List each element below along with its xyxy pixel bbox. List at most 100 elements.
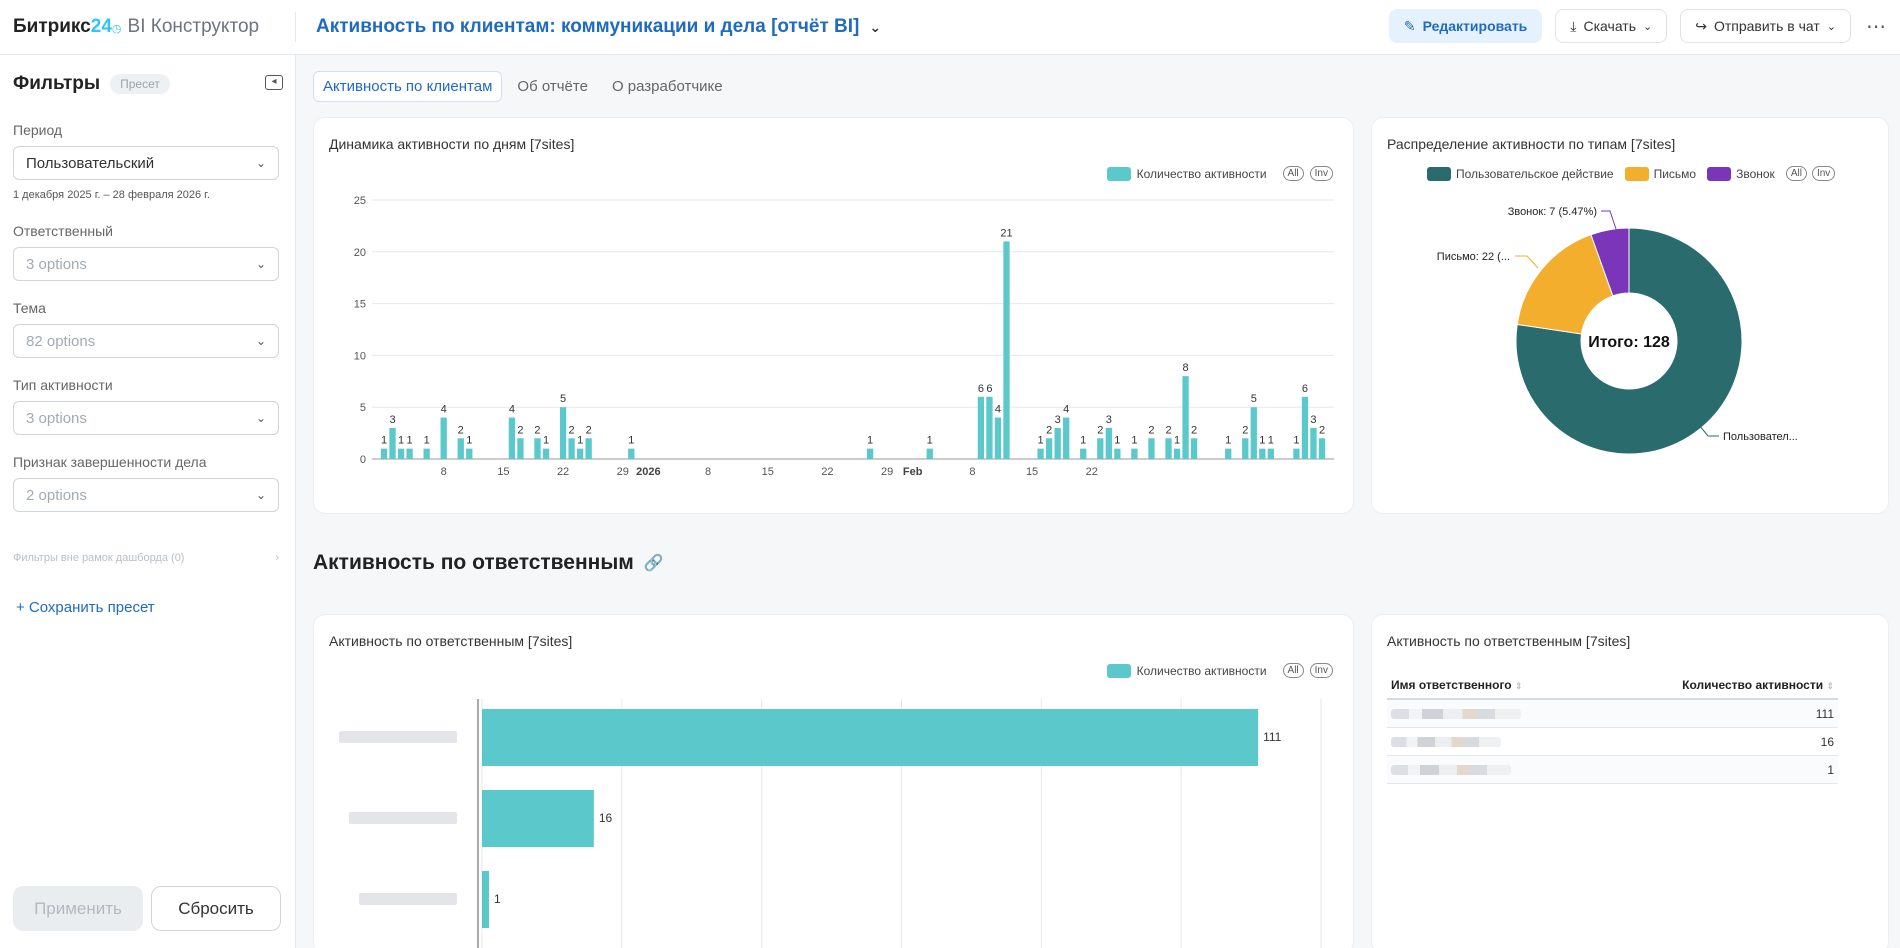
donut-center-label: Итого: 128 (1588, 334, 1670, 351)
chevron-down-icon: ⌄ (255, 156, 266, 170)
responsible-value: 3 options (26, 255, 87, 273)
activity-donut-chart: Итого: 128 Звонок: 7 (5.47%) Письмо: 22 (.… (1437, 206, 1798, 455)
tab-client-activity[interactable]: Активность по клиентам (313, 71, 503, 102)
activity-type-value: 3 options (26, 409, 87, 427)
leader-line (1698, 424, 1719, 437)
x-tick-label: 22 (821, 466, 833, 478)
leader-line (1601, 210, 1618, 233)
data-label: 1 (1293, 435, 1299, 447)
chevron-down-icon: ⌄ (1643, 20, 1653, 33)
y-tick-label: 25 (354, 195, 366, 207)
data-label: 1 (407, 435, 413, 447)
data-label: 4 (1063, 404, 1069, 416)
tab-about-developer[interactable]: О разработчике (611, 78, 723, 95)
data-label: 111 (1263, 730, 1282, 744)
data-label: 8 (1183, 362, 1189, 374)
send-to-chat-button[interactable]: ↪ Отправить в чат ⌄ (1680, 9, 1851, 43)
legend-swatch-user (1427, 166, 1451, 181)
period-select[interactable]: Пользовательский ⌄ (13, 146, 279, 180)
all-toggle[interactable]: All (1785, 166, 1807, 181)
dashboard-title[interactable]: Активность по клиентам: коммуникации и д… (316, 16, 881, 38)
filters-title: Фильтры (13, 73, 101, 94)
dashboard-title-text: Активность по клиентам: коммуникации и д… (316, 16, 860, 37)
daily-bar (559, 407, 567, 459)
chevron-down-icon: ⌄ (1826, 20, 1836, 33)
daily-bar (1131, 448, 1138, 459)
all-toggle[interactable]: All (1282, 166, 1304, 181)
x-tick-label: 15 (497, 466, 509, 478)
save-preset-link[interactable]: + Сохранить пресет (16, 599, 155, 616)
download-button[interactable]: ⤓ Скачать ⌄ (1555, 9, 1668, 43)
daily-bar (1080, 448, 1087, 459)
legend-call[interactable]: Звонок (1736, 166, 1775, 181)
table-row[interactable]: 1 (1387, 756, 1838, 784)
inv-toggle[interactable]: Inv (1309, 166, 1333, 181)
topic-label: Тема (13, 300, 46, 316)
daily-bar (1310, 427, 1317, 459)
inv-toggle[interactable]: Inv (1811, 166, 1836, 181)
donut-slice (1515, 227, 1743, 455)
table-row[interactable]: 111 (1387, 700, 1838, 728)
completion-label: Признак завершенности дела (13, 454, 207, 470)
data-label: 3 (389, 414, 395, 426)
app-logo[interactable]: Битрикс 24 ◷ BI Конструктор (0, 12, 296, 42)
send-label: Отправить в чат (1713, 18, 1820, 34)
legend-swatch (1106, 663, 1131, 678)
tab-about-report[interactable]: Об отчёте (517, 78, 588, 95)
y-tick-label: 20 (354, 247, 366, 259)
daily-bar (994, 417, 1002, 459)
x-tick-label: 15 (762, 466, 774, 478)
legend-swatch-letter (1624, 166, 1649, 181)
daily-bar (1063, 417, 1070, 459)
legend-user[interactable]: Пользовательское действие (1456, 166, 1614, 181)
activity-type-select[interactable]: 3 options ⌄ (13, 401, 279, 435)
redacted-name (339, 731, 457, 743)
activity-type-label: Тип активности (13, 377, 113, 393)
data-label: 1 (1174, 435, 1180, 447)
col-name-header[interactable]: Имя ответственного ⇕ (1391, 678, 1523, 692)
data-label: 2 (517, 424, 523, 436)
data-label: 2 (569, 424, 575, 436)
data-label: 4 (441, 404, 447, 416)
table-row[interactable]: 16 (1387, 728, 1838, 756)
inv-toggle[interactable]: Inv (1309, 663, 1333, 678)
daily-bar (977, 396, 985, 459)
daily-bar (1045, 438, 1053, 459)
daily-bar (389, 427, 396, 459)
responsible-select[interactable]: 3 options ⌄ (13, 247, 279, 281)
responsible-chart-card: Активность по ответственным [7sites] Кол… (313, 614, 1354, 948)
daily-bar (568, 438, 575, 459)
redacted-name (349, 812, 457, 824)
responsible-bar (482, 709, 1259, 766)
apply-button[interactable]: Применить (13, 886, 143, 931)
legend-label[interactable]: Количество активности (1136, 166, 1267, 181)
data-label: 1 (577, 435, 583, 447)
data-label: 3 (1310, 414, 1316, 426)
col-count-header[interactable]: Количество активности ⇕ (1682, 678, 1834, 692)
link-icon[interactable]: 🔗 (643, 555, 664, 572)
topic-select[interactable]: 82 options ⌄ (13, 324, 279, 358)
daily-bar (1173, 448, 1181, 459)
daily-bar (1267, 448, 1274, 459)
reset-button[interactable]: Сбросить (151, 886, 281, 931)
daily-bar (1190, 438, 1198, 459)
daily-bar (397, 448, 405, 459)
period-label: Период (13, 122, 63, 138)
daily-bar (1114, 448, 1121, 459)
preset-badge[interactable]: Пресет (110, 74, 170, 94)
all-toggle[interactable]: All (1282, 663, 1304, 678)
data-label: 2 (458, 424, 464, 436)
daily-bar (1250, 407, 1257, 459)
daily-bar (1225, 448, 1232, 459)
daily-bar (1165, 438, 1172, 459)
collapse-sidebar-icon[interactable]: ◂ (265, 75, 283, 90)
legend-label[interactable]: Количество активности (1136, 663, 1267, 678)
completion-select[interactable]: 2 options ⌄ (13, 478, 279, 512)
more-icon[interactable]: ⋯ (1866, 15, 1886, 38)
edit-button[interactable]: ✎ Редактировать (1388, 9, 1543, 43)
period-range: 1 декабря 2025 г. – 28 февраля 2026 г. (13, 189, 210, 201)
data-label: 2 (1046, 424, 1052, 436)
outside-filters-link[interactable]: Фильтры вне рамок дашборда (0) › (13, 552, 279, 564)
daily-activity-card: Динамика активности по дням [7sites] Кол… (313, 117, 1354, 514)
legend-letter[interactable]: Письмо (1653, 166, 1697, 181)
